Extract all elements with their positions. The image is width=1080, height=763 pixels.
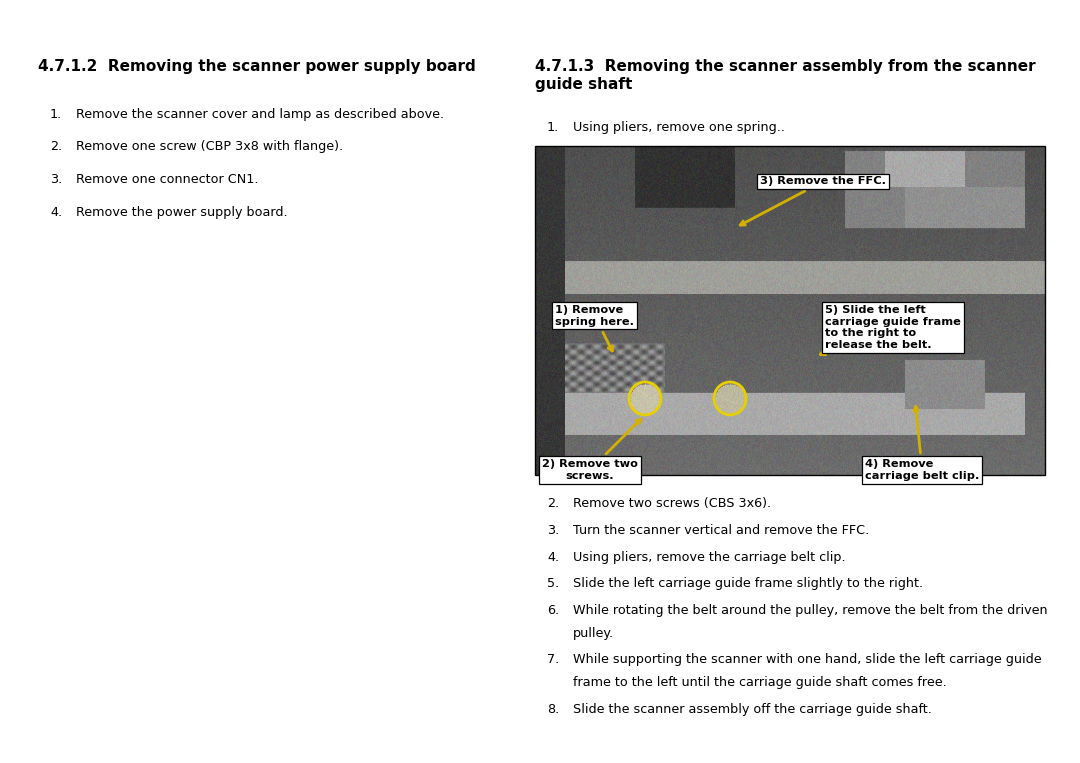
Text: 7.: 7. (546, 653, 559, 666)
Text: 4) Remove
carriage belt clip.: 4) Remove carriage belt clip. (865, 407, 980, 481)
Text: 3.: 3. (50, 173, 63, 186)
Text: 1) Remove
spring here.: 1) Remove spring here. (555, 305, 634, 351)
Text: Remove two screws (CBS 3x6).: Remove two screws (CBS 3x6). (573, 497, 771, 510)
Text: pulley.: pulley. (573, 626, 615, 639)
Text: 6.: 6. (546, 604, 559, 617)
Text: 4.: 4. (50, 206, 63, 219)
Text: 5) Slide the left
carriage guide frame
to the right to
release the belt.: 5) Slide the left carriage guide frame t… (820, 305, 961, 355)
Text: Slide the scanner assembly off the carriage guide shaft.: Slide the scanner assembly off the carri… (573, 703, 932, 716)
Bar (535, 146, 1045, 475)
Text: 3) Remove the FFC.: 3) Remove the FFC. (740, 176, 886, 225)
Text: 1.: 1. (546, 121, 559, 134)
Text: Remove the power supply board.: Remove the power supply board. (76, 206, 287, 219)
Text: 5.: 5. (546, 578, 559, 591)
Text: 4.7.1.2  Removing the scanner power supply board: 4.7.1.2 Removing the scanner power suppl… (38, 60, 476, 74)
Text: While rotating the belt around the pulley, remove the belt from the driven: While rotating the belt around the pulle… (573, 604, 1048, 617)
Text: Using pliers, remove the carriage belt clip.: Using pliers, remove the carriage belt c… (573, 551, 846, 564)
Text: 1.: 1. (50, 108, 63, 121)
Text: EPSON Stylus Scan 2500: EPSON Stylus Scan 2500 (13, 8, 176, 22)
Text: 8.: 8. (546, 703, 559, 716)
Text: Remove the scanner cover and lamp as described above.: Remove the scanner cover and lamp as des… (76, 108, 444, 121)
Text: Turn the scanner vertical and remove the FFC.: Turn the scanner vertical and remove the… (573, 524, 869, 537)
Text: 3.: 3. (546, 524, 559, 537)
Text: frame to the left until the carriage guide shaft comes free.: frame to the left until the carriage gui… (573, 676, 947, 689)
Text: 111: 111 (1042, 741, 1067, 755)
Text: Remove one screw (CBP 3x8 with flange).: Remove one screw (CBP 3x8 with flange). (76, 140, 343, 153)
Text: Disassembly & Assembly: Disassembly & Assembly (13, 741, 178, 755)
Text: 4.7.1.3  Removing the scanner assembly from the scanner
guide shaft: 4.7.1.3 Removing the scanner assembly fr… (535, 60, 1036, 92)
Text: While supporting the scanner with one hand, slide the left carriage guide: While supporting the scanner with one ha… (573, 653, 1041, 666)
Text: Revision A: Revision A (998, 8, 1067, 22)
Text: 2) Remove two
screws.: 2) Remove two screws. (542, 419, 640, 481)
Text: Disassembly of the Scanner Mechanism: Disassembly of the Scanner Mechanism (408, 741, 672, 755)
Text: 2.: 2. (546, 497, 559, 510)
Text: 4.: 4. (546, 551, 559, 564)
Text: Slide the left carriage guide frame slightly to the right.: Slide the left carriage guide frame slig… (573, 578, 923, 591)
Text: Using pliers, remove one spring..: Using pliers, remove one spring.. (573, 121, 785, 134)
Text: Remove one connector CN1.: Remove one connector CN1. (76, 173, 258, 186)
Text: 2.: 2. (50, 140, 63, 153)
